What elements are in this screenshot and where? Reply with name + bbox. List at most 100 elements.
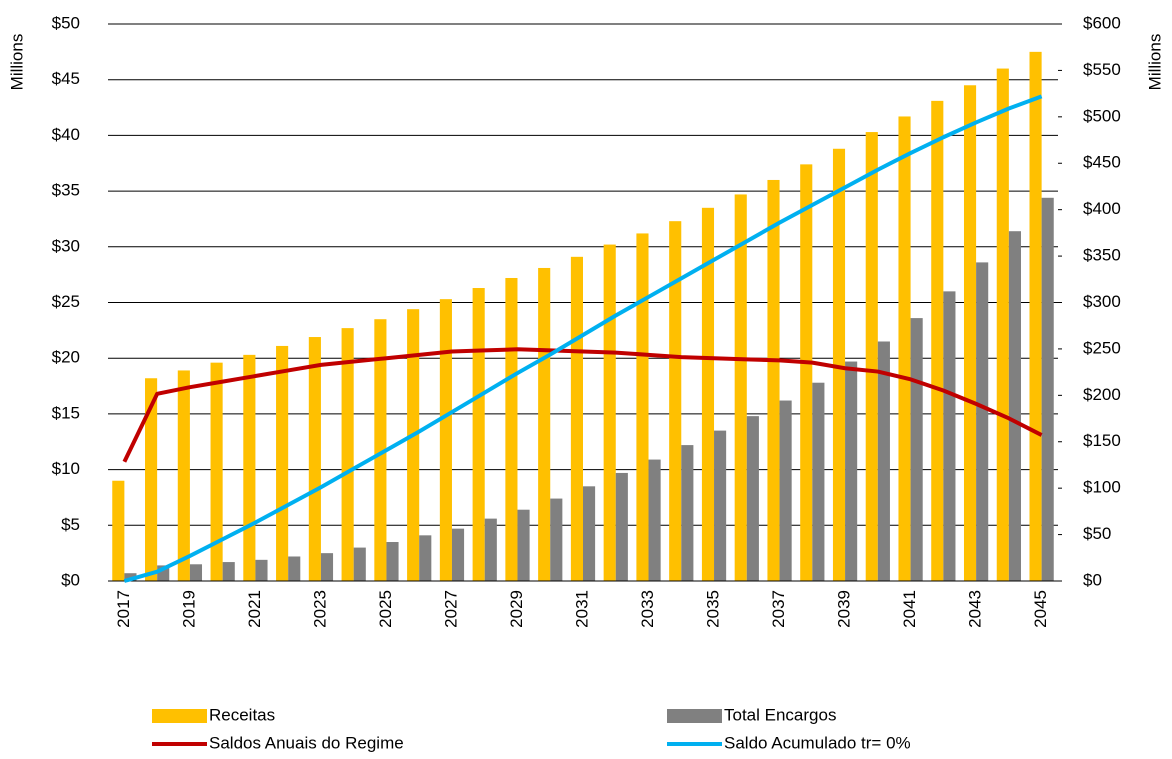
- y-tick-label: $15: [52, 403, 80, 422]
- bar: [210, 362, 223, 581]
- y2-tick-label: $0: [1083, 570, 1102, 589]
- bar: [996, 68, 1009, 581]
- x-tick-label: 2033: [638, 590, 657, 628]
- y-tick-label: $25: [52, 292, 80, 311]
- bar: [451, 528, 465, 581]
- bar: [320, 553, 334, 581]
- y2-tick-label: $150: [1083, 431, 1121, 450]
- y-tick-label: $30: [52, 236, 80, 255]
- x-tick-label: 2017: [114, 590, 133, 628]
- bar: [910, 318, 923, 581]
- bar: [746, 416, 759, 581]
- x-tick-label: 2021: [245, 590, 264, 628]
- bar: [779, 400, 792, 581]
- y2-tick-label: $350: [1083, 246, 1121, 265]
- legend-swatch: [667, 709, 722, 723]
- x-tick-label: 2027: [441, 590, 460, 628]
- x-tick-label: 2019: [179, 590, 198, 628]
- bar: [812, 382, 825, 581]
- y-tick-label: $10: [52, 459, 80, 478]
- y-axis-label: Millions: [7, 34, 26, 91]
- bar: [124, 573, 137, 581]
- y2-tick-label: $450: [1083, 153, 1121, 172]
- bar: [877, 341, 890, 581]
- x-tick-label: 2031: [572, 590, 591, 628]
- y2-tick-label: $600: [1083, 13, 1121, 32]
- bar: [1041, 197, 1054, 581]
- bar: [976, 262, 989, 581]
- y2-tick-label: $550: [1083, 60, 1121, 79]
- bar: [308, 337, 321, 581]
- y-tick-label: $5: [61, 515, 80, 534]
- bar: [963, 85, 977, 582]
- bar: [145, 378, 158, 581]
- bar: [288, 556, 301, 581]
- bar: [374, 319, 387, 581]
- bar: [898, 116, 911, 581]
- x-tick-label: 2041: [900, 590, 919, 628]
- bar: [714, 430, 727, 581]
- y2-tick-label: $400: [1083, 199, 1121, 218]
- line: [122, 347, 1043, 463]
- bar: [681, 445, 694, 581]
- legend-label: Total Encargos: [724, 705, 836, 724]
- y-tick-label: $0: [61, 570, 80, 589]
- bar: [276, 345, 289, 581]
- y2-tick-label: $200: [1083, 385, 1121, 404]
- bar: [570, 256, 583, 581]
- bar: [583, 486, 596, 581]
- x-tick-label: 2045: [1031, 590, 1050, 628]
- y2-tick-label: $250: [1083, 338, 1121, 357]
- bar: [538, 267, 551, 581]
- line: [123, 94, 1043, 583]
- bar: [112, 480, 125, 581]
- bar: [177, 370, 190, 581]
- y2-tick-label: $100: [1083, 478, 1121, 497]
- legend-label: Receitas: [209, 705, 275, 724]
- bar: [222, 562, 235, 581]
- bar: [701, 207, 715, 581]
- bar: [943, 291, 956, 581]
- bar: [550, 498, 563, 581]
- bar: [832, 148, 846, 581]
- bar: [636, 233, 649, 581]
- bar: [472, 288, 485, 581]
- bar: [505, 277, 518, 581]
- bar: [648, 459, 661, 581]
- legend-label: Saldo Acumulado tr= 0%: [724, 733, 911, 752]
- y2-tick-label: $500: [1083, 106, 1121, 125]
- x-tick-label: 2035: [704, 590, 723, 628]
- bar: [341, 328, 354, 581]
- bar: [243, 354, 256, 581]
- bar: [189, 564, 203, 581]
- bar: [669, 221, 682, 582]
- x-tick-label: 2025: [376, 590, 395, 628]
- bar: [767, 179, 780, 581]
- bar: [734, 194, 747, 581]
- y2-tick-label: $300: [1083, 292, 1121, 311]
- bar: [845, 361, 858, 581]
- bar: [800, 164, 813, 581]
- x-tick-label: 2039: [835, 590, 854, 628]
- bar: [931, 100, 944, 581]
- x-tick-label: 2043: [966, 590, 985, 628]
- legend-swatch: [152, 709, 207, 723]
- y-tick-label: $20: [52, 348, 80, 367]
- x-tick-label: 2023: [310, 590, 329, 628]
- bar: [1008, 231, 1021, 582]
- y2-tick-label: $50: [1083, 524, 1111, 543]
- y-tick-label: $45: [52, 69, 80, 88]
- bar: [865, 132, 878, 582]
- bar: [1029, 51, 1042, 582]
- x-tick-label: 2037: [769, 590, 788, 628]
- bar: [353, 547, 366, 581]
- y-tick-label: $35: [52, 181, 80, 200]
- bar: [419, 535, 432, 581]
- y2-axis-label: Millions: [1145, 34, 1164, 91]
- y-tick-label: $50: [52, 13, 80, 32]
- bar: [439, 299, 452, 581]
- x-tick-label: 2029: [507, 590, 526, 628]
- legend-label: Saldos Anuais do Regime: [209, 733, 404, 752]
- bar: [407, 309, 420, 581]
